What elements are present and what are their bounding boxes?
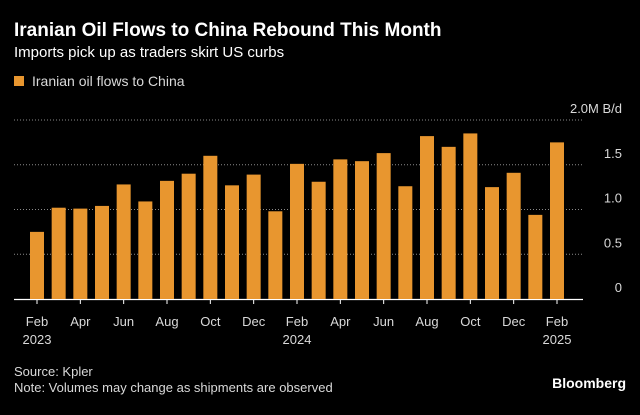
source-note: Source: Kpler xyxy=(14,364,93,379)
bar xyxy=(160,180,174,299)
footnote: Note: Volumes may change as shipments ar… xyxy=(14,380,333,395)
bar xyxy=(376,153,391,299)
chart-title: Iranian Oil Flows to China Rebound This … xyxy=(14,20,442,41)
y-tick-labels: 2.0M B/d 1.5 1.0 0.5 0 xyxy=(570,101,622,295)
bar xyxy=(30,231,44,299)
bar xyxy=(73,208,88,299)
y-tick-label: 1.5 xyxy=(604,146,622,161)
x-tick-year-label: 2023 xyxy=(23,332,52,347)
x-tick-label: Aug xyxy=(415,314,438,329)
legend-swatch xyxy=(14,76,24,86)
bar xyxy=(95,205,109,299)
bar xyxy=(398,186,413,299)
x-tick-label: Aug xyxy=(155,314,178,329)
bar xyxy=(268,211,283,299)
bloomberg-logo: Bloomberg xyxy=(552,375,626,391)
bar xyxy=(203,155,218,299)
legend: Iranian oil flows to China xyxy=(14,73,185,89)
bar xyxy=(420,136,434,299)
x-tick-label: Jun xyxy=(113,314,134,329)
x-tick-labels: Feb 2023 Apr Jun Aug Oct Dec Feb 2024 Apr Jun Aug Oc… xyxy=(23,299,572,347)
x-tick-label: Feb xyxy=(286,314,308,329)
x-tick-label: Oct xyxy=(200,314,221,329)
x-tick-label: Oct xyxy=(460,314,481,329)
bars xyxy=(30,133,564,299)
y-tick-label: 0.5 xyxy=(604,235,622,250)
chart-subtitle: Imports pick up as traders skirt US curb… xyxy=(14,44,285,61)
bar xyxy=(138,201,153,299)
bar xyxy=(290,163,304,299)
bar xyxy=(463,133,478,299)
x-tick-label: Feb xyxy=(26,314,48,329)
x-tick-label: Dec xyxy=(502,314,526,329)
x-tick-label: Feb xyxy=(546,314,568,329)
bar xyxy=(181,173,196,299)
legend-label: Iranian oil flows to China xyxy=(32,73,185,89)
bar xyxy=(528,214,543,299)
x-tick-label: Apr xyxy=(70,314,91,329)
x-tick-label: Jun xyxy=(373,314,394,329)
x-tick-label: Apr xyxy=(330,314,351,329)
bar xyxy=(485,187,499,299)
bar xyxy=(441,146,456,299)
bar xyxy=(116,184,131,299)
bar xyxy=(246,174,261,299)
x-tick-year-label: 2024 xyxy=(283,332,312,347)
x-tick-label: Dec xyxy=(242,314,266,329)
bar xyxy=(311,181,326,299)
y-tick-label: 2.0M B/d xyxy=(570,101,622,116)
y-tick-label: 0 xyxy=(615,280,622,295)
y-tick-label: 1.0 xyxy=(604,191,622,206)
bar xyxy=(550,142,564,299)
bar xyxy=(333,159,348,299)
bar xyxy=(225,185,239,299)
bar xyxy=(355,161,369,299)
bar xyxy=(51,207,66,299)
x-tick-year-label: 2025 xyxy=(543,332,572,347)
bar xyxy=(506,172,521,299)
